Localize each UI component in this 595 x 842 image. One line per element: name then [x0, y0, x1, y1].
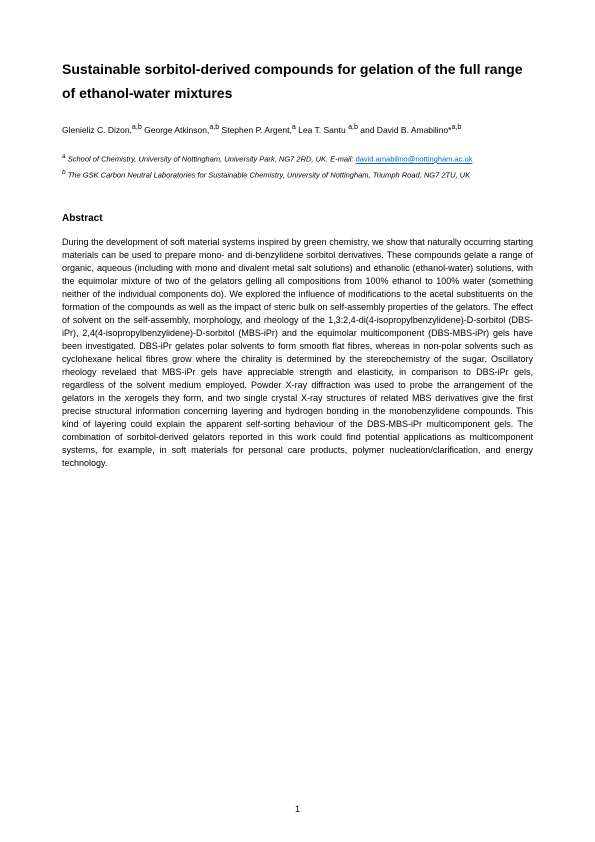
- affiliation-b-marker: b: [62, 169, 66, 176]
- corresponding-email-link[interactable]: david.amabilino@nottingham.ac.uk: [356, 155, 473, 164]
- authors-line: Glenieliz C. Dizon,a,b George Atkinson,a…: [62, 122, 533, 137]
- affiliation-a-text: School of Chemistry, University of Notti…: [68, 155, 356, 164]
- affiliation-b-text: The GSK Carbon Neutral Laboratories for …: [68, 171, 470, 180]
- affiliation-b: b The GSK Carbon Neutral Laboratories fo…: [62, 167, 533, 182]
- abstract-heading: Abstract: [62, 213, 533, 224]
- affiliations: a School of Chemistry, University of Not…: [62, 151, 533, 183]
- paper-title: Sustainable sorbitol-derived compounds f…: [62, 58, 533, 106]
- affiliation-a: a School of Chemistry, University of Not…: [62, 151, 533, 166]
- abstract-body: During the development of soft material …: [62, 236, 533, 471]
- page-number: 1: [0, 804, 595, 814]
- affiliation-a-marker: a: [62, 153, 66, 160]
